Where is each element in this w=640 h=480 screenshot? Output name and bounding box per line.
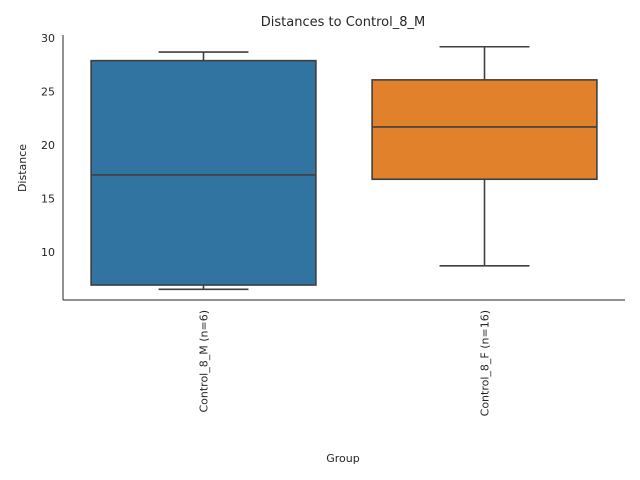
x-axis-label: Group [326,452,360,465]
y-tick-label: 15 [41,192,55,205]
y-tick-label: 25 [41,86,55,99]
y-tick-label: 10 [41,246,55,259]
y-tick-label: 30 [41,32,55,45]
boxes [90,45,598,291]
y-ticks: 10 15 20 25 30 [41,32,55,259]
box-2 [371,45,598,267]
y-tick-label: 20 [41,139,55,152]
x-tick-label: Control_8_M (n=6) [198,310,211,413]
x-tick-label: Control_8_F (n=16) [479,310,492,416]
box-iqr [371,79,598,181]
box-1 [90,51,317,291]
chart-title: Distances to Control_8_M [261,15,425,30]
x-ticks: Control_8_M (n=6) Control_8_F (n=16) [198,310,492,416]
box-iqr [90,59,317,286]
y-axis-label: Distance [16,144,29,192]
